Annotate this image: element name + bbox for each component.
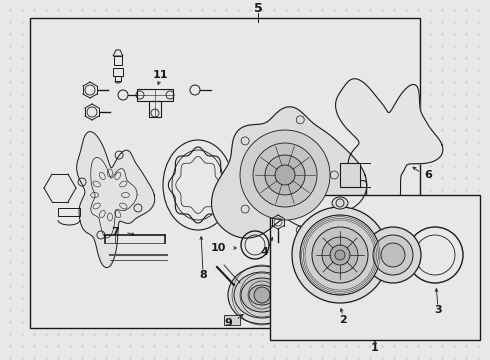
Text: 3: 3: [434, 305, 442, 315]
Circle shape: [275, 165, 295, 185]
Bar: [115, 76, 121, 81]
Bar: [270, 195, 480, 340]
Circle shape: [312, 227, 368, 283]
Bar: [137, 89, 173, 101]
Bar: [149, 101, 161, 117]
Text: 8: 8: [199, 270, 207, 280]
Bar: [114, 56, 122, 65]
Polygon shape: [336, 79, 443, 231]
Ellipse shape: [332, 197, 348, 209]
Bar: [113, 68, 123, 76]
Circle shape: [365, 227, 421, 283]
Text: 4: 4: [260, 247, 268, 257]
Text: 5: 5: [254, 1, 262, 14]
Polygon shape: [76, 132, 155, 267]
Bar: [224, 315, 240, 325]
Circle shape: [253, 143, 317, 207]
Text: 10: 10: [210, 243, 226, 253]
Ellipse shape: [234, 272, 290, 318]
Bar: [30, 18, 420, 328]
Text: 11: 11: [152, 70, 168, 80]
Ellipse shape: [249, 285, 275, 305]
Circle shape: [292, 207, 388, 303]
Text: 1: 1: [371, 343, 379, 353]
Bar: [340, 163, 360, 187]
Circle shape: [240, 130, 330, 220]
Text: 7: 7: [111, 227, 119, 237]
Ellipse shape: [241, 278, 283, 312]
Text: 2: 2: [339, 315, 347, 325]
Circle shape: [300, 215, 380, 295]
Text: 6: 6: [424, 170, 432, 180]
Circle shape: [335, 250, 345, 260]
Circle shape: [254, 287, 270, 303]
Polygon shape: [212, 107, 367, 238]
Circle shape: [265, 155, 305, 195]
Ellipse shape: [228, 266, 296, 324]
Bar: [58, 208, 80, 216]
Circle shape: [381, 243, 405, 267]
Circle shape: [322, 237, 358, 273]
Circle shape: [373, 235, 413, 275]
Bar: [284, 315, 300, 325]
Text: 9: 9: [224, 318, 232, 328]
Circle shape: [330, 245, 350, 265]
